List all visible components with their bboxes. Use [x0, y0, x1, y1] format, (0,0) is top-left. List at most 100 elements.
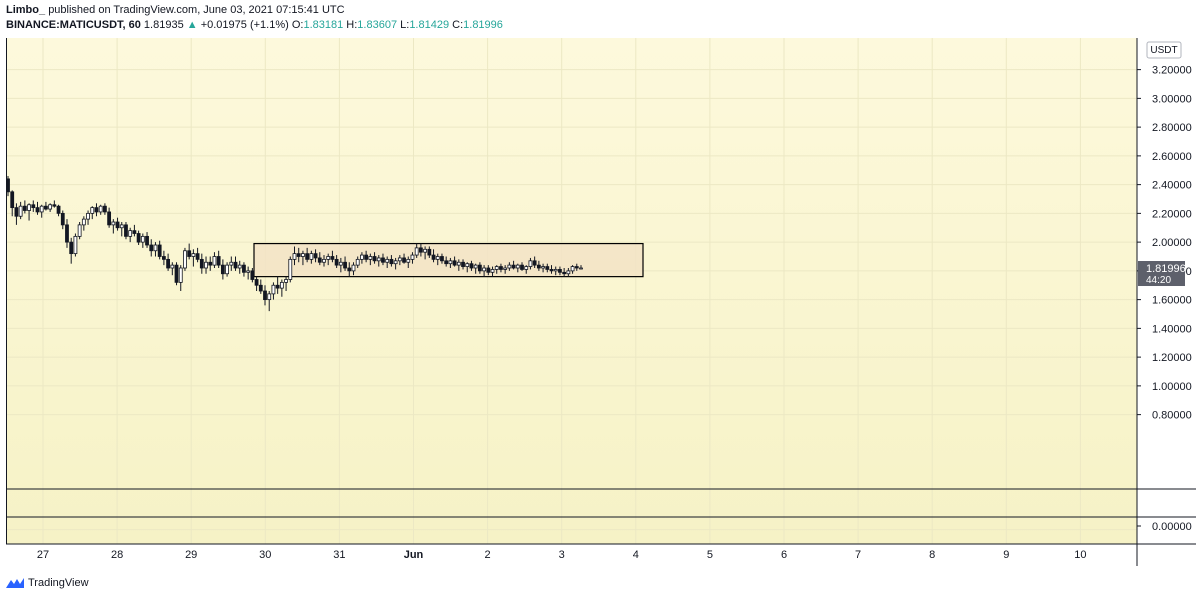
candle [397, 255, 402, 266]
candle [322, 255, 326, 267]
candle [372, 252, 377, 264]
candle-body [204, 261, 208, 269]
candle-body [364, 254, 369, 260]
candle [490, 266, 495, 277]
candle [39, 204, 44, 218]
time-tick-label: 30 [259, 549, 271, 561]
candle-body [216, 256, 221, 266]
candle-body [191, 253, 196, 257]
candle-body [507, 264, 512, 269]
candle-body [119, 224, 124, 229]
last-price: 1.81935 [143, 19, 184, 31]
price-axis-background[interactable] [1137, 38, 1196, 544]
candle-body [423, 248, 428, 253]
time-tick-label: Jun [404, 549, 424, 561]
candle-body [389, 258, 394, 265]
candle [35, 201, 40, 215]
candle [149, 239, 154, 257]
candle-body [35, 207, 40, 213]
candle [317, 252, 322, 266]
high-value: 1.83607 [357, 19, 398, 31]
candle [435, 253, 440, 266]
publish-text: published on TradingView.com, June 03, 2… [48, 4, 345, 16]
candle-body [178, 267, 183, 283]
candle-body [157, 244, 162, 257]
candle-body [296, 253, 301, 257]
candle-body [461, 261, 465, 267]
candle-body [170, 264, 175, 269]
plot-background[interactable] [6, 38, 1137, 544]
candle-body [275, 284, 280, 289]
candle [566, 268, 571, 277]
candle [343, 256, 347, 271]
candlestick-chart[interactable]: 3.20000 3.00000 2.80000 2.60000 2.40000 2.200… [6, 38, 1196, 566]
candle-body [381, 257, 385, 263]
candle [229, 256, 234, 271]
candle-body [360, 254, 364, 260]
candle [562, 268, 567, 277]
candle-body [524, 266, 529, 270]
candle [216, 250, 221, 268]
change-up-icon: ▲ [186, 19, 198, 31]
time-axis[interactable]: 27 28 29 30 31 Jun 2 3 4 5 6 7 8 9 10 [37, 549, 1087, 561]
candle [220, 259, 225, 280]
symbol-legend: BINANCE:MATICUSDT, 60 1.81935 ▲ +0.01975… [6, 18, 1186, 33]
price-tick-label: 1.40000 [1152, 323, 1192, 335]
footer-brand[interactable]: TradingView [28, 577, 89, 589]
symbol-name[interactable]: BINANCE:MATICUSDT, 60 [6, 19, 141, 31]
candle [511, 260, 516, 270]
tradingview-logo-icon[interactable] [6, 577, 24, 589]
candle [250, 268, 255, 283]
candle-body [263, 290, 267, 301]
candle [199, 253, 204, 274]
candle-body [288, 258, 293, 280]
candles-group [6, 176, 583, 312]
candle-body [465, 263, 470, 267]
candle [507, 262, 512, 271]
candle [183, 247, 187, 271]
candle-body [187, 250, 192, 257]
candle [477, 262, 482, 274]
candle-body [305, 253, 310, 260]
price-tick-label: 2.80000 [1152, 122, 1192, 134]
candle-body [195, 253, 200, 260]
candle-body [338, 261, 343, 266]
candle [410, 252, 415, 264]
candle [170, 262, 175, 276]
candle [98, 204, 103, 215]
candle-body [397, 257, 402, 262]
time-tick-label: 29 [185, 549, 197, 561]
candle [195, 247, 200, 263]
candle-body [69, 241, 74, 255]
candle [124, 222, 128, 240]
price-axis[interactable]: 3.20000 3.00000 2.80000 2.60000 2.40000 2.200… [1137, 48, 1192, 533]
candle [48, 203, 53, 212]
candle-body [128, 230, 133, 237]
open-label: O: [291, 19, 304, 31]
candle [132, 224, 137, 237]
candle [174, 262, 179, 286]
candle-body [271, 284, 276, 295]
candle [166, 253, 171, 271]
time-axis-background[interactable] [6, 544, 1196, 566]
chart-frame[interactable]: 3.20000 3.00000 2.80000 2.60000 2.40000 2.200… [6, 38, 1196, 566]
candle [452, 256, 457, 267]
candle-body [448, 260, 453, 265]
candle [499, 263, 503, 273]
candle [541, 263, 545, 273]
candle-body [140, 235, 145, 243]
candle [423, 246, 428, 260]
author-name[interactable]: Limbo_ [6, 4, 46, 16]
candle-body [258, 284, 263, 292]
time-tick-label: 3 [559, 549, 565, 561]
candle-body [343, 261, 347, 269]
candle [119, 222, 124, 237]
candle [271, 282, 276, 300]
candle [60, 210, 65, 230]
candle-body [65, 224, 69, 243]
candle [187, 243, 192, 260]
candle [347, 262, 352, 277]
candle [275, 276, 280, 294]
time-tick-label: 27 [37, 549, 49, 561]
